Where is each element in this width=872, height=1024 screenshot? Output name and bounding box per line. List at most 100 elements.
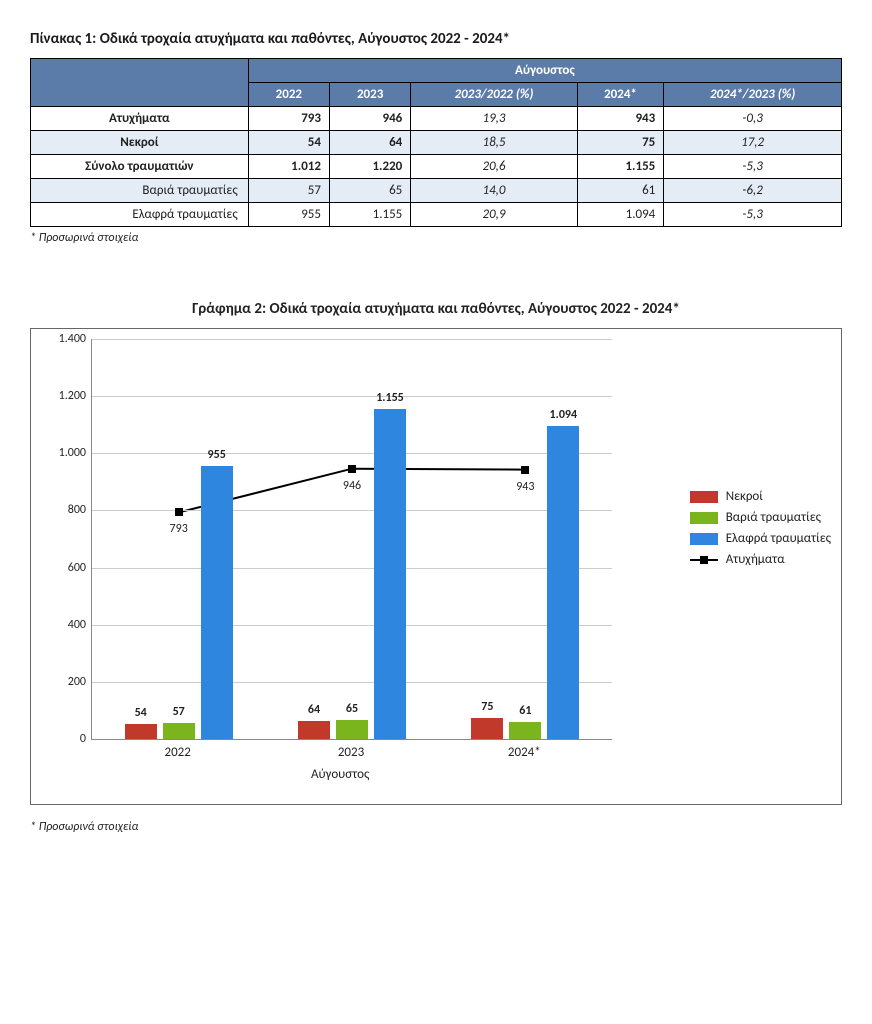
legend-swatch — [690, 491, 718, 503]
y-tick: 1.400 — [41, 332, 86, 346]
bar-label: 1.155 — [376, 391, 404, 405]
cell-pct: 17,2 — [664, 131, 842, 155]
legend-label: Ατυχήματα — [726, 552, 785, 567]
grid-line — [92, 625, 612, 626]
chart-title: Γράφημα 2: Οδικά τροχαία ατυχήματα και π… — [30, 300, 842, 318]
cell-value: 955 — [248, 203, 329, 227]
bar — [125, 724, 157, 739]
cell-value: 61 — [577, 179, 664, 203]
table-footnote: * Προσωρινά στοιχεία — [30, 231, 842, 245]
legend: Νεκροί Βαριά τραυματίες Ελαφρά τραυματίες Α… — [690, 489, 831, 573]
bar — [471, 718, 503, 739]
row-label: Σύνολο τραυματιών — [31, 155, 249, 179]
bar-label: 57 — [173, 705, 185, 719]
plot-area: 54 57 955 64 65 1.155 75 61 1.094 793 946 943 — [91, 339, 612, 740]
data-table: Αύγουστος 2022 2023 2023/2022 (%) 2024* … — [30, 58, 842, 227]
legend-item: Ελαφρά τραυματίες — [690, 531, 831, 546]
bar — [509, 722, 541, 739]
line-label: 946 — [343, 479, 361, 493]
cell-pct: 19,3 — [411, 107, 577, 131]
x-tick-label: 2023 — [338, 745, 364, 760]
legend-swatch — [690, 512, 718, 524]
row-label: Βαριά τραυματίες — [31, 179, 249, 203]
x-tick-label: 2024* — [508, 745, 541, 760]
table-title: Πίνακας 1: Οδικά τροχαία ατυχήματα και π… — [30, 30, 842, 48]
cell-pct: -6,2 — [664, 179, 842, 203]
row-label: Ελαφρά τραυματίες — [31, 203, 249, 227]
y-tick: 400 — [41, 618, 86, 632]
table-corner — [31, 59, 249, 107]
grid-line — [92, 396, 612, 397]
line-marker — [521, 466, 529, 474]
cell-pct: 14,0 — [411, 179, 577, 203]
cell-value: 943 — [577, 107, 664, 131]
legend-swatch — [690, 533, 718, 545]
cell-value: 1.155 — [577, 155, 664, 179]
bar-label: 75 — [481, 700, 493, 714]
cell-value: 1.220 — [329, 155, 410, 179]
legend-item: Νεκροί — [690, 489, 831, 504]
cell-value: 54 — [248, 131, 329, 155]
table-super-header: Αύγουστος — [248, 59, 841, 83]
row-label: Ατυχήματα — [31, 107, 249, 131]
grid-line — [92, 510, 612, 511]
col-2022: 2022 — [248, 83, 329, 107]
y-tick: 0 — [41, 732, 86, 746]
bar-label: 955 — [208, 448, 226, 462]
table-row: Νεκροί546418,57517,2 — [31, 131, 842, 155]
cell-pct: -0,3 — [664, 107, 842, 131]
bar-label: 61 — [519, 704, 531, 718]
cell-pct: 20,9 — [411, 203, 577, 227]
legend-item: Βαριά τραυματίες — [690, 510, 831, 525]
bar — [201, 466, 233, 739]
line-label: 943 — [516, 480, 534, 494]
line-label: 793 — [170, 522, 188, 536]
cell-value: 75 — [577, 131, 664, 155]
row-label: Νεκροί — [31, 131, 249, 155]
cell-value: 1.094 — [577, 203, 664, 227]
line-marker — [348, 465, 356, 473]
bar — [374, 409, 406, 739]
bar-label: 65 — [346, 702, 358, 716]
cell-pct: 18,5 — [411, 131, 577, 155]
legend-item: Ατυχήματα — [690, 552, 831, 567]
grid-line — [92, 682, 612, 683]
bar-label: 1.094 — [550, 408, 578, 422]
table-row: Βαριά τραυματίες576514,061-6,2 — [31, 179, 842, 203]
table-row: Ατυχήματα79394619,3943-0,3 — [31, 107, 842, 131]
grid-line — [92, 339, 612, 340]
grid-line — [92, 453, 612, 454]
cell-pct: -5,3 — [664, 155, 842, 179]
table-row: Ελαφρά τραυματίες9551.15520,91.094-5,3 — [31, 203, 842, 227]
chart-footnote: * Προσωρινά στοιχεία — [30, 820, 842, 834]
bar — [298, 721, 330, 739]
cell-value: 946 — [329, 107, 410, 131]
bar — [336, 720, 368, 739]
chart-box: 54 57 955 64 65 1.155 75 61 1.094 793 946 943 Νεκρο… — [30, 328, 842, 805]
line-svg — [92, 339, 612, 739]
legend-line-swatch — [690, 559, 718, 561]
y-tick: 800 — [41, 503, 86, 517]
col-2023: 2023 — [329, 83, 410, 107]
y-tick: 600 — [41, 561, 86, 575]
col-pct2: 2024*/2023 (%) — [664, 83, 842, 107]
bar — [547, 426, 579, 739]
cell-value: 1.155 — [329, 203, 410, 227]
cell-pct: -5,3 — [664, 203, 842, 227]
legend-label: Βαριά τραυματίες — [726, 510, 821, 525]
cell-value: 64 — [329, 131, 410, 155]
col-2024: 2024* — [577, 83, 664, 107]
cell-value: 65 — [329, 179, 410, 203]
line-marker — [175, 508, 183, 516]
bar-label: 54 — [135, 706, 147, 720]
bar-label: 64 — [308, 703, 320, 717]
chart-section: Γράφημα 2: Οδικά τροχαία ατυχήματα και π… — [30, 300, 842, 834]
cell-value: 793 — [248, 107, 329, 131]
x-axis-title: Αύγουστος — [311, 767, 369, 782]
legend-label: Νεκροί — [726, 489, 763, 504]
x-tick-label: 2022 — [164, 745, 190, 760]
cell-value: 1.012 — [248, 155, 329, 179]
grid-line — [92, 568, 612, 569]
table-row: Σύνολο τραυματιών1.0121.22020,61.155-5,3 — [31, 155, 842, 179]
bar — [163, 723, 195, 739]
